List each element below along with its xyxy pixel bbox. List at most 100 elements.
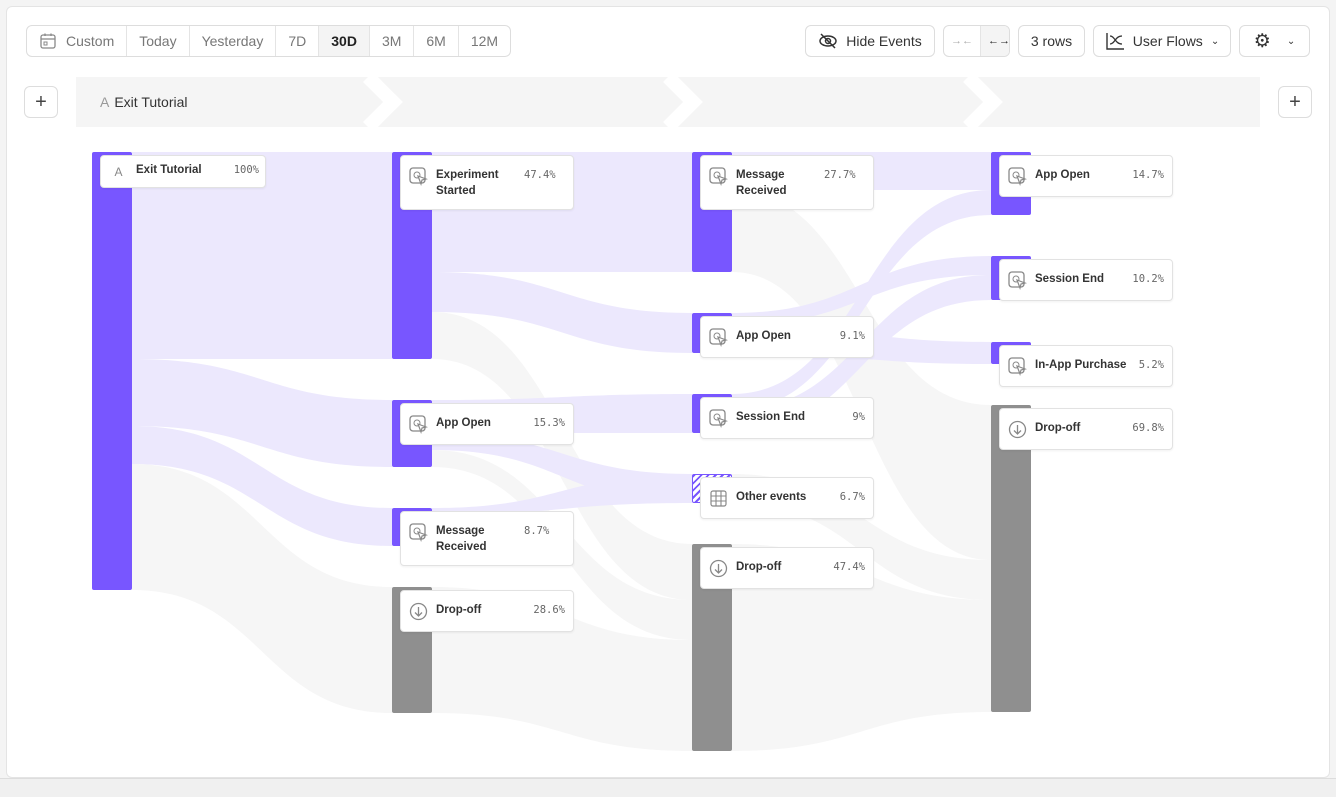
node-card[interactable]: App Open 9.1% [700, 316, 874, 358]
node-name: Drop-off [436, 604, 482, 616]
node-card[interactable]: Drop-off 28.6% [400, 590, 574, 632]
node-card[interactable]: Message Received 8.7% [400, 511, 574, 566]
gear-icon: ⚙ [1253, 30, 1271, 52]
add-step-before-button[interactable]: + [24, 86, 58, 118]
date-6m-button[interactable]: 6M [414, 26, 459, 56]
node-percentage: 100% [233, 164, 259, 176]
arrow-down-circle-icon [409, 602, 428, 621]
custom-event-icon [1008, 167, 1027, 186]
custom-event-icon [409, 167, 428, 186]
user-flows-icon [1106, 33, 1124, 50]
step-breadcrumbs [76, 77, 1260, 127]
date-12m-button[interactable]: 12M [470, 33, 499, 49]
node-percentage: 5.2% [1138, 359, 1164, 371]
step-1-label[interactable]: A Exit Tutorial [100, 94, 187, 110]
date-custom-button[interactable]: Custom [27, 26, 128, 56]
node-name: App Open [436, 417, 491, 429]
chevron-down-icon: ⌄ [1286, 35, 1296, 47]
node-name: Message Received [436, 525, 487, 553]
expand-icon[interactable]: ←→ [981, 26, 1009, 56]
bottom-bar [0, 778, 1336, 797]
grid-icon [709, 489, 728, 508]
link[interactable] [732, 190, 991, 410]
arrow-down-circle-icon [709, 559, 728, 578]
date-7d-button[interactable]: 7D [276, 26, 320, 56]
link-dropoff[interactable] [732, 544, 991, 751]
link-dropoff[interactable] [132, 464, 392, 713]
node-name: Experiment Started [436, 169, 499, 197]
node-percentage: 28.6% [533, 604, 565, 616]
node-percentage: 9.1% [839, 330, 865, 342]
node-percentage: 27.7% [824, 169, 856, 181]
node-name: Exit Tutorial [136, 164, 202, 176]
node-card[interactable]: App Open 15.3% [400, 403, 574, 445]
custom-event-icon [709, 167, 728, 186]
node-name: In-App Purchase [1035, 359, 1127, 371]
node-card[interactable]: In-App Purchase 5.2% [999, 345, 1173, 387]
node-percentage: 8.7% [524, 525, 550, 537]
text-event-icon: A [114, 164, 123, 179]
node-percentage: 69.8% [1132, 422, 1164, 434]
custom-event-icon [709, 409, 728, 428]
node-name: Drop-off [736, 561, 782, 573]
node-card[interactable]: Message Received 27.7% [700, 155, 874, 210]
node-card[interactable]: A Exit Tutorial 100% [100, 155, 266, 188]
chevron-down-icon: ⌄ [1210, 35, 1220, 47]
settings-dropdown[interactable]: ⚙ ⌄ [1239, 25, 1310, 57]
step-chevrons [363, 77, 1003, 127]
node-name: App Open [736, 330, 791, 342]
node-name: Session End [1035, 273, 1105, 285]
custom-event-icon [409, 523, 428, 542]
node-name: App Open [1035, 169, 1090, 181]
link[interactable] [732, 256, 991, 325]
custom-event-icon [1008, 357, 1027, 376]
date-3m-button[interactable]: 3M [370, 26, 415, 56]
date-range-selector: Custom Today Yesterday 7D 30D 3M 6M 12M [26, 25, 512, 57]
hide-events-label: Hide Events [846, 33, 922, 49]
add-step-after-button[interactable]: + [1278, 86, 1312, 118]
node-percentage: 6.7% [839, 491, 865, 503]
node-bar[interactable] [92, 152, 132, 590]
node-percentage: 10.2% [1132, 273, 1164, 285]
node-percentage: 14.7% [1132, 169, 1164, 181]
node-card[interactable]: App Open 14.7% [999, 155, 1173, 197]
step-1-name: Exit Tutorial [114, 94, 188, 110]
view-type-label: User Flows [1132, 33, 1203, 49]
text-event-icon: A [100, 94, 110, 110]
node-card[interactable]: Other events 6.7% [700, 477, 874, 519]
custom-event-icon [409, 415, 428, 434]
node-card[interactable]: Session End 10.2% [999, 259, 1173, 301]
arrow-down-circle-icon [1008, 420, 1027, 439]
link[interactable] [432, 272, 692, 353]
node-percentage: 47.4% [524, 169, 556, 181]
node-name: Other events [736, 491, 807, 503]
date-today-button[interactable]: Today [127, 26, 190, 56]
date-yesterday-button[interactable]: Yesterday [190, 26, 277, 56]
link-dropoff[interactable] [732, 190, 991, 560]
date-30d-button[interactable]: 30D [319, 26, 370, 56]
view-type-dropdown[interactable]: User Flows ⌄ [1093, 25, 1231, 57]
node-percentage: 47.4% [833, 561, 865, 573]
custom-event-icon [1008, 271, 1027, 290]
node-percentage: 15.3% [533, 417, 565, 429]
node-bar[interactable] [991, 405, 1031, 712]
node-card[interactable]: Session End 9% [700, 397, 874, 439]
collapse-icon[interactable]: →← [944, 26, 981, 56]
node-card[interactable]: Drop-off 69.8% [999, 408, 1173, 450]
expand-collapse-toggle: →← ←→ [943, 25, 1010, 57]
node-card[interactable]: Experiment Started 47.4% [400, 155, 574, 210]
node-name: Message Received [736, 169, 787, 197]
eye-off-icon [819, 33, 837, 49]
rows-button[interactable]: 3 rows [1018, 25, 1085, 57]
rows-label: 3 rows [1030, 33, 1073, 49]
link[interactable] [132, 359, 392, 467]
link[interactable] [132, 152, 392, 359]
link[interactable] [132, 426, 392, 546]
link[interactable] [432, 474, 692, 515]
node-percentage: 9% [852, 411, 865, 423]
node-card[interactable]: Drop-off 47.4% [700, 547, 874, 589]
calendar-icon [40, 33, 56, 49]
hide-events-button[interactable]: Hide Events [805, 25, 935, 57]
node-name: Session End [736, 411, 806, 423]
